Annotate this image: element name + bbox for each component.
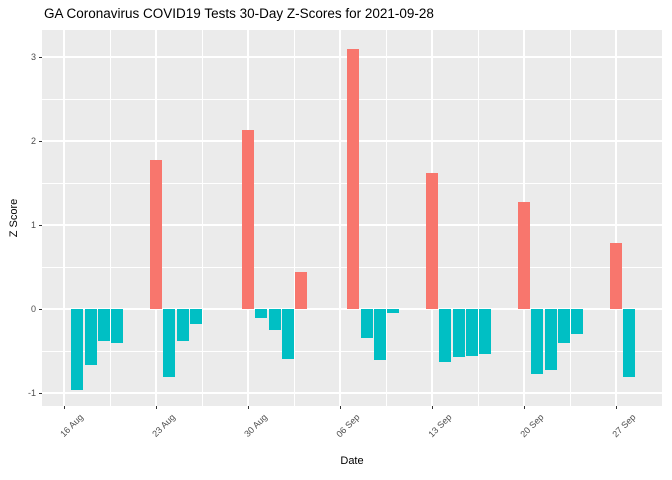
y-tick-label: 2	[30, 136, 36, 146]
x-tick-mark	[524, 406, 526, 409]
bar-positive	[347, 48, 360, 309]
y-tick-label: 0	[30, 304, 36, 314]
y-tick-mark	[39, 140, 42, 142]
x-minor-gridline	[570, 30, 572, 406]
bar-positive	[518, 202, 531, 309]
x-tick-label: 13 Sep	[426, 412, 454, 440]
bar-negative	[531, 309, 544, 374]
x-tick-mark	[156, 406, 158, 409]
x-tick-label: 16 Aug	[58, 412, 86, 439]
x-minor-gridline	[110, 30, 112, 406]
bar-negative	[97, 309, 110, 341]
bar-negative	[281, 309, 294, 359]
y-major-gridline	[42, 308, 663, 310]
bar-positive	[426, 172, 439, 309]
bar-negative	[176, 309, 189, 341]
bar-negative	[110, 309, 123, 343]
bar-negative	[360, 309, 373, 339]
x-tick-mark	[248, 406, 250, 409]
chart-title: GA Coronavirus COVID19 Tests 30-Day Z-Sc…	[44, 6, 434, 21]
bar-positive	[242, 130, 255, 309]
y-major-gridline	[42, 392, 663, 394]
x-minor-gridline	[294, 30, 296, 406]
bar-negative	[386, 309, 399, 314]
x-tick-mark	[340, 406, 342, 409]
x-minor-gridline	[386, 30, 388, 406]
y-tick-mark	[39, 392, 42, 394]
x-major-gridline	[63, 30, 66, 406]
x-minor-gridline	[202, 30, 204, 406]
x-tick-label: 23 Aug	[150, 412, 178, 439]
bar-negative	[84, 309, 97, 366]
x-tick-mark	[64, 406, 66, 409]
bar-positive	[294, 272, 307, 309]
bar-negative	[163, 309, 176, 378]
bar-negative	[452, 309, 465, 357]
y-tick-mark	[39, 308, 42, 310]
plot-panel	[42, 30, 664, 406]
y-tick-mark	[39, 56, 42, 58]
y-tick-label: -1	[27, 388, 36, 398]
bar-negative	[478, 309, 491, 355]
bar-negative	[623, 309, 636, 378]
bar-positive	[150, 160, 163, 309]
bar-negative	[189, 309, 202, 325]
bar-negative	[255, 309, 268, 319]
x-tick-label: 27 Sep	[610, 412, 638, 440]
x-tick-mark	[432, 406, 434, 409]
x-major-gridline	[615, 30, 618, 406]
bar-negative	[268, 309, 281, 330]
y-tick-mark	[39, 224, 42, 226]
y-tick-label: 3	[30, 52, 36, 62]
bar-negative	[557, 309, 570, 344]
x-minor-gridline	[478, 30, 480, 406]
y-tick-label: 1	[30, 220, 36, 230]
bar-negative	[465, 309, 478, 357]
x-tick-mark	[616, 406, 618, 409]
x-axis-title: Date	[340, 455, 364, 467]
bar-negative	[373, 309, 386, 361]
bar-negative	[544, 309, 557, 371]
bar-negative	[439, 309, 452, 362]
bar-negative	[570, 309, 583, 335]
x-tick-label: 06 Sep	[334, 412, 362, 440]
x-major-gridline	[339, 30, 342, 406]
y-minor-gridline	[42, 351, 663, 352]
x-tick-label: 20 Sep	[518, 412, 546, 440]
x-minor-gridline	[662, 30, 664, 406]
bar-negative	[71, 309, 84, 390]
bar-positive	[610, 243, 623, 309]
x-tick-label: 30 Aug	[242, 412, 270, 439]
y-axis-title: Z Score	[8, 198, 20, 238]
